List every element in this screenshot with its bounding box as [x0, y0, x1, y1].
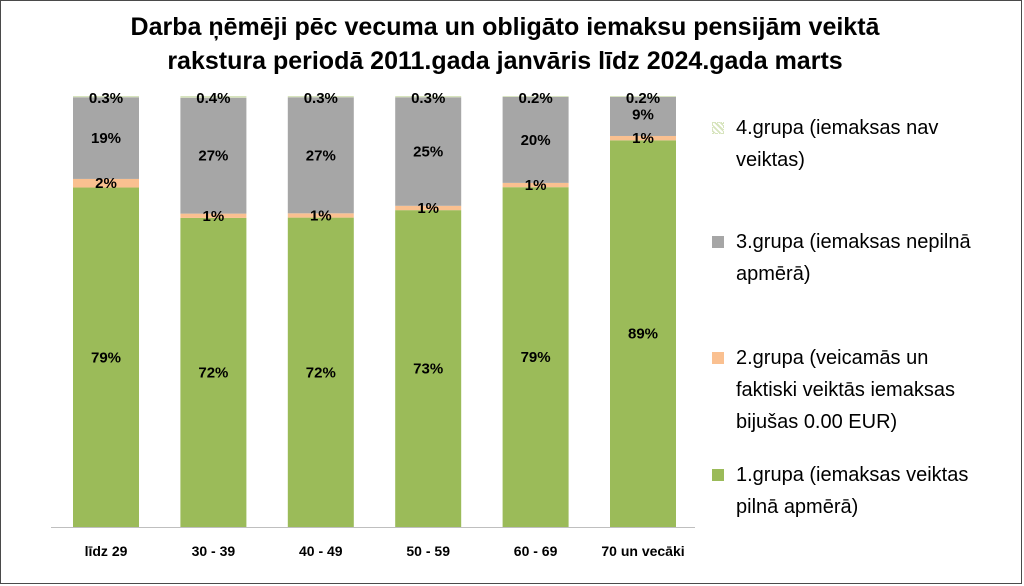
data-label-2-grupa-6: 1%	[632, 130, 654, 147]
data-label-4-grupa-2: 0.4%	[196, 90, 230, 107]
data-label-4-grupa-4: 0.3%	[411, 90, 445, 107]
bar-segment-3-grupa-1	[73, 97, 139, 179]
bar-segment-2-grupa-3	[287, 213, 354, 218]
bar-segment-3-grupa-4	[395, 97, 462, 206]
data-label-4-grupa-1: 0.3%	[89, 90, 123, 107]
legend-swatch-4-grupa	[712, 122, 724, 134]
data-label-1-grupa-2: 72%	[198, 364, 228, 381]
data-label-1-grupa-1: 79%	[91, 349, 121, 366]
data-label-3-grupa-1: 19%	[91, 130, 121, 147]
bar-segment-3-grupa-5	[502, 96, 569, 183]
x-tick-label-6: 70 un vecāki	[601, 543, 684, 559]
data-label-3-grupa-4: 25%	[413, 144, 443, 161]
bar-segment-2-grupa-1	[73, 178, 139, 188]
legend-swatch-2-grupa	[712, 352, 724, 364]
data-label-2-grupa-1: 2%	[95, 175, 117, 192]
data-label-4-grupa-3: 0.3%	[304, 90, 338, 107]
bar-segment-4-grupa-3	[287, 96, 354, 98]
x-tick-label-4: 50 - 59	[406, 543, 450, 559]
data-label-4-grupa-6: 0.2%	[626, 90, 660, 107]
chart-title: Darba ņēmēji pēc vecuma un obligāto iema…	[0, 10, 1010, 78]
chart-title-line-1: Darba ņēmēji pēc vecuma un obligāto iema…	[130, 13, 880, 41]
data-label-2-grupa-5: 1%	[525, 177, 547, 194]
bar-segment-1-grupa-1	[73, 187, 139, 527]
bar-segment-2-grupa-4	[395, 205, 462, 211]
bar-segment-1-grupa-5	[502, 187, 569, 527]
legend-label-line: pilnā apmērā)	[736, 496, 859, 518]
x-tick-label-3: 40 - 49	[299, 543, 343, 559]
bar-segment-2-grupa-5	[502, 182, 569, 188]
data-label-1-grupa-6: 89%	[628, 326, 658, 343]
bar-segment-3-grupa-6	[610, 96, 676, 136]
data-label-3-grupa-5: 20%	[521, 132, 551, 149]
data-label-3-grupa-6: 9%	[632, 106, 654, 123]
bar-segment-4-grupa-1	[73, 96, 139, 98]
data-label-4-grupa-5: 0.2%	[518, 90, 552, 107]
legend-label-line: apmērā)	[736, 263, 811, 285]
legend-swatch-1-grupa	[712, 469, 724, 481]
data-label-3-grupa-2: 27%	[198, 148, 228, 165]
legend-label-3-grupa: 3.grupa (iemaksas nepilnā apmērā)	[736, 226, 1016, 290]
legend-label-line: faktiski veiktās iemaksas	[736, 379, 955, 401]
stacked-bar-chart: 79% 2% 19% 0.3% līdz 29 72% 1% 27% 0.4% 30 - 39 72…	[51, 90, 695, 559]
legend-label-4-grupa: 4.grupa (iemaksas nav veiktas)	[736, 112, 1016, 176]
data-label-2-grupa-2: 1%	[203, 208, 225, 225]
bar-segment-1-grupa-4	[395, 210, 462, 527]
bar-segment-4-grupa-4	[395, 96, 462, 98]
bar-segment-4-grupa-6	[610, 96, 676, 97]
legend-label-line: bijušas 0.00 EUR)	[736, 411, 898, 433]
bar-segment-4-grupa-2	[180, 96, 247, 98]
x-tick-label-1: līdz 29	[85, 543, 128, 559]
data-label-1-grupa-5: 79%	[521, 349, 551, 366]
legend-label-line: 1.grupa (iemaksas veiktas	[736, 464, 969, 486]
data-label-3-grupa-3: 27%	[306, 147, 336, 164]
x-tick-label-5: 60 - 69	[514, 543, 558, 559]
data-label-1-grupa-3: 72%	[306, 364, 336, 381]
legend-swatch-3-grupa	[712, 236, 724, 248]
bar-segment-2-grupa-2	[180, 213, 247, 218]
chart-title-line-2: rakstura periodā 2011.gada janvāris līdz…	[167, 47, 843, 75]
x-tick-label-2: 30 - 39	[192, 543, 236, 559]
data-label-2-grupa-4: 1%	[417, 200, 439, 217]
bar-segment-1-grupa-6	[610, 140, 676, 527]
legend-label-line: 3.grupa (iemaksas nepilnā	[736, 231, 971, 253]
bar-segment-3-grupa-2	[180, 97, 247, 214]
bar-segment-1-grupa-3	[287, 217, 354, 528]
bar-segment-2-grupa-6	[610, 135, 676, 141]
legend-label-line: veiktas)	[736, 149, 805, 171]
legend-label-1-grupa: 1.grupa (iemaksas veiktas pilnā apmērā)	[736, 459, 1016, 523]
legend-label-line: 2.grupa (veicamās un	[736, 347, 929, 369]
bar-segment-3-grupa-3	[287, 97, 354, 214]
bar-segment-4-grupa-5	[502, 96, 569, 97]
legend-label-2-grupa: 2.grupa (veicamās un faktiski veiktās iem…	[736, 342, 1016, 438]
legend-label-line: 4.grupa (iemaksas nav	[736, 117, 939, 139]
data-label-2-grupa-3: 1%	[310, 207, 332, 224]
data-label-1-grupa-4: 73%	[413, 361, 443, 378]
bar-segment-1-grupa-2	[180, 217, 247, 528]
